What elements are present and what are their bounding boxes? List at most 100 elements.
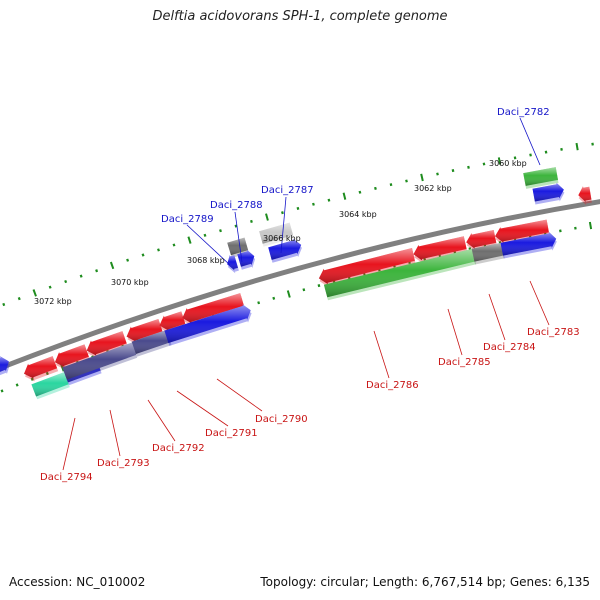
tick-upper-minor — [296, 206, 300, 210]
gene-label-daci-2783[interactable]: Daci_2783 — [527, 327, 580, 338]
tick-lower-minor — [15, 383, 19, 387]
tick-upper-minor — [389, 183, 393, 187]
gene-daci-2784-feature[interactable] — [471, 242, 505, 265]
gene-daci-2783-feature[interactable] — [500, 231, 557, 259]
tick-upper-minor — [312, 202, 315, 206]
tick-upper-major — [187, 236, 192, 244]
tick-upper-major — [32, 289, 37, 297]
gene-daci-2792-feature-shade — [131, 330, 171, 354]
tick-lower-minor — [257, 301, 261, 305]
gene-label-daci-2793[interactable]: Daci_2793 — [97, 458, 150, 469]
gene-red-7-feature[interactable] — [413, 236, 468, 264]
tick-upper-minor — [560, 147, 563, 151]
gene-label-daci-2786[interactable]: Daci_2786 — [366, 380, 419, 391]
gene-red-3-feature-shade — [86, 331, 127, 356]
tick-upper-minor — [513, 156, 517, 160]
gene-upper-red-edge-feature-shade — [578, 186, 592, 202]
gene-daci-2789-feature[interactable] — [227, 255, 239, 274]
gene-red-8-feature[interactable] — [466, 230, 497, 252]
gene-red-9-feature[interactable] — [495, 219, 550, 246]
tick-lower-major — [60, 364, 65, 372]
gene-upper-red-edge-feature[interactable] — [578, 186, 592, 205]
scale-label-3072: 3072 kbp — [34, 297, 72, 306]
tick-upper-minor — [544, 150, 548, 154]
gene-red-4-feature-shade — [126, 319, 163, 342]
gene-red-2-feature-shade — [54, 344, 89, 368]
gene-slate-1-feature-shade — [62, 342, 137, 380]
tick-lower-major — [286, 290, 291, 298]
tick-lower-minor — [302, 288, 306, 292]
tick-upper-minor — [436, 172, 439, 176]
gene-label-daci-2792[interactable]: Daci_2792 — [152, 443, 205, 454]
gene-label-daci-2788[interactable]: Daci_2788 — [210, 200, 263, 211]
genome-backbone — [0, 199, 600, 371]
gene-daci-2785-feature[interactable] — [323, 248, 477, 301]
gene-label-daci-2789[interactable]: Daci_2789 — [161, 214, 214, 225]
gene-red-9-feature-shade — [495, 219, 549, 243]
tick-upper-major — [109, 261, 115, 270]
gene-red-3-feature[interactable] — [86, 331, 128, 359]
gene-red-1-feature[interactable] — [24, 356, 59, 382]
tick-upper-major — [575, 142, 579, 151]
gene-upper-blue-b-feature[interactable] — [268, 238, 302, 263]
gene-red-7-feature-shade — [413, 236, 467, 261]
scale-label-3068: 3068 kbp — [187, 256, 225, 265]
gene-daci-2789-feature-shade — [227, 255, 238, 271]
gene-daci-2782-feature[interactable] — [523, 167, 559, 189]
leader-daci-2792 — [147, 399, 176, 442]
gene-label-daci-2782[interactable]: Daci_2782 — [497, 107, 550, 118]
scale-label-3062: 3062 kbp — [414, 184, 452, 193]
gene-label-daci-2790[interactable]: Daci_2790 — [255, 414, 308, 425]
leader-daci-2788 — [234, 211, 243, 263]
gene-upper-blue-c-feature-shade — [532, 182, 564, 202]
gene-slate-1-feature[interactable] — [62, 342, 138, 383]
gene-daci-2787-feature[interactable] — [259, 222, 294, 247]
gene-daci-2783-feature-shade — [500, 231, 557, 256]
scale-labels: 3072 kbp 3070 kbp 3068 kbp 3066 kbp 3064… — [34, 159, 527, 306]
gene-upper-blue-c-feature[interactable] — [532, 182, 565, 205]
tick-upper-minor — [172, 243, 176, 247]
gene-daci-2794-feature[interactable] — [31, 372, 70, 400]
gene-red-5-feature-shade — [159, 311, 186, 331]
gene-label-daci-2784[interactable]: Daci_2784 — [483, 342, 536, 353]
gene-daci-2785-feature-shade — [323, 248, 476, 298]
tick-upper-minor — [203, 233, 207, 237]
gene-label-daci-2787[interactable]: Daci_2787 — [261, 185, 314, 196]
tick-upper-minor — [234, 224, 238, 228]
gene-label-daci-2785[interactable]: Daci_2785 — [438, 357, 491, 368]
gene-left-blue-feature-shade — [0, 356, 9, 372]
scale-label-3064: 3064 kbp — [339, 210, 377, 219]
leader-daci-2786 — [373, 330, 390, 379]
leader-daci-2783 — [529, 280, 550, 326]
feature-layer — [0, 167, 592, 400]
tick-upper-minor — [405, 179, 408, 183]
gene-daci-2782-feature-shade — [523, 167, 558, 186]
topology-text: Topology: circular; Length: 6,767,514 bp… — [260, 575, 590, 589]
gene-daci-2792-feature[interactable] — [131, 330, 172, 357]
gene-label-daci-2791[interactable]: Daci_2791 — [205, 428, 258, 439]
tick-upper-minor — [529, 153, 532, 157]
tick-upper-major — [265, 213, 269, 221]
gene-upper-blue-a-feature[interactable] — [237, 249, 256, 270]
gene-daci-2788-feature-shade — [227, 237, 249, 256]
gene-red-6-feature[interactable] — [182, 293, 245, 327]
leader-daci-2794 — [62, 417, 76, 471]
gene-daci-2790-feature[interactable] — [164, 304, 252, 346]
leader-layer — [62, 117, 550, 471]
accession-text: Accession: NC_010002 — [9, 575, 146, 589]
tick-upper-major — [342, 192, 347, 200]
tick-upper-minor — [17, 297, 21, 301]
gene-red-2-feature[interactable] — [54, 344, 90, 370]
gene-upper-blue-b-feature-shade — [268, 238, 302, 260]
gene-daci-2786-feature[interactable] — [318, 248, 416, 288]
tick-lower-minor — [45, 371, 49, 376]
gene-label-daci-2794[interactable]: Daci_2794 — [40, 472, 93, 483]
gene-left-blue-feature[interactable] — [0, 356, 11, 378]
gene-labels: Daci_2789 Daci_2788 Daci_2787 Daci_2782 … — [40, 107, 580, 483]
tick-upper-minor — [467, 165, 470, 169]
gene-red-4-feature[interactable] — [126, 319, 164, 345]
gene-daci-2786-feature-shade — [318, 248, 415, 285]
tick-upper-minor — [141, 253, 145, 257]
leader-daci-2787 — [280, 196, 287, 254]
